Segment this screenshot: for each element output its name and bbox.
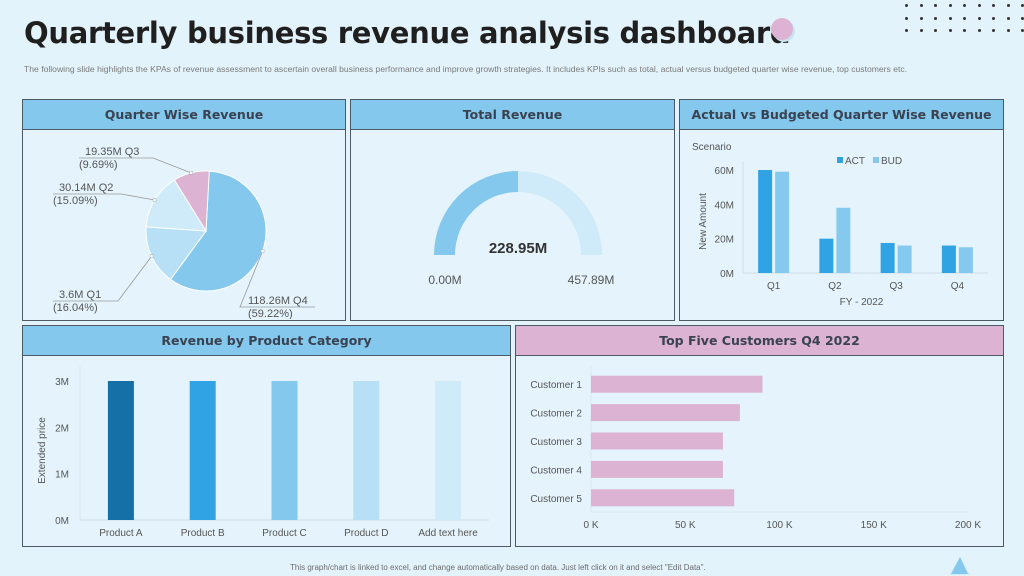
panel-title: Total Revenue <box>351 100 674 130</box>
pie-value-label: 30.14M Q2 <box>59 182 113 194</box>
gauge-fill <box>434 171 519 255</box>
gauge-min-label: 0.00M <box>428 273 461 287</box>
x-tick-label: 100 K <box>766 520 792 531</box>
bar-product-d <box>353 381 380 520</box>
leader-marker <box>149 254 154 259</box>
pie-value-label: 118.26M Q4 <box>248 295 308 307</box>
y-tick-label: Customer 5 <box>530 494 582 505</box>
x-tick-label: Add text here <box>418 528 478 539</box>
leader-marker <box>152 198 157 202</box>
page-title: Quarterly business revenue analysis dash… <box>24 16 791 50</box>
x-tick-label: Product D <box>344 528 388 539</box>
y-tick-label: 0M <box>55 516 69 527</box>
y-tick-label: 3M <box>55 377 69 388</box>
y-tick-label: Customer 2 <box>530 409 582 420</box>
bar-customer-5 <box>591 489 735 507</box>
y-tick-label: 1M <box>55 470 69 481</box>
pie-chart[interactable]: 118.26M Q4(59.22%) 3.6M Q1(16.04%) 30.14M … <box>23 130 344 319</box>
gauge-track <box>518 171 602 255</box>
bar-bud-q1 <box>775 171 790 273</box>
actual-vs-budget-chart[interactable]: Scenario ACT BUD 0M 20M 40M 60M New Amount Q1 Q2 Q… <box>680 130 1002 319</box>
legend-label-act: ACT <box>845 156 865 167</box>
panel-title: Quarter Wise Revenue <box>23 100 345 130</box>
gauge-value-label: 228.95M <box>489 240 547 257</box>
x-tick-label: 200 K <box>955 520 981 531</box>
pie-percent-label: (59.22%) <box>248 308 293 319</box>
bar-customer-2 <box>591 404 740 422</box>
panel-title: Actual vs Budgeted Quarter Wise Revenue <box>680 100 1003 130</box>
blue-triangle-icon <box>950 557 970 575</box>
pie-value-label: 3.6M Q1 <box>59 289 101 301</box>
leader-marker <box>260 249 265 253</box>
x-tick-label: 0 K <box>583 520 598 531</box>
y-axis-label: Extended price <box>37 417 48 484</box>
y-axis-label: New Amount <box>698 193 709 250</box>
bar-act-q3 <box>880 242 895 273</box>
x-tick-label: Q1 <box>767 281 781 292</box>
x-tick-label: Product C <box>262 528 306 539</box>
bar-product-b <box>189 381 216 520</box>
gauge-chart[interactable]: 228.95M 0.00M 457.89M <box>351 130 673 319</box>
panel-title: Revenue by Product Category <box>23 326 510 356</box>
panel-quarter-wise-revenue: Quarter Wise Revenue 118.26M Q4 (59.22%) 3… <box>22 99 346 321</box>
pink-circle-icon <box>771 18 793 40</box>
bar-customer-1 <box>591 375 763 393</box>
leader-marker <box>189 171 193 175</box>
panel-top-customers: Top Five Customers Q4 2022 Customer 1 Cus… <box>515 325 1004 547</box>
leader-line <box>53 256 152 302</box>
bar-act-q4 <box>941 245 956 273</box>
y-tick-label: 0M <box>720 269 734 280</box>
x-tick-label: 150 K <box>861 520 887 531</box>
bar-product-c <box>271 381 298 520</box>
y-tick-label: 2M <box>55 423 69 434</box>
y-tick-label: Customer 3 <box>530 437 582 448</box>
y-tick-label: 20M <box>715 235 734 246</box>
panel-title: Top Five Customers Q4 2022 <box>516 326 1003 356</box>
x-tick-label: Product A <box>99 528 143 539</box>
footer-note: This graph/chart is linked to excel, and… <box>290 563 706 572</box>
panel-actual-vs-budget: Actual vs Budgeted Quarter Wise Revenue … <box>679 99 1004 321</box>
x-tick-label: Q3 <box>889 281 903 292</box>
dot-grid-icon <box>905 4 1024 34</box>
bar-bud-q2 <box>836 207 851 273</box>
bar-act-q1 <box>758 170 773 273</box>
pie-value-label: 19.35M Q3 <box>85 146 139 158</box>
bar-add-text-here <box>435 381 462 520</box>
panel-total-revenue: Total Revenue 228.95M 0.00M 457.89M <box>350 99 675 321</box>
bar-bud-q4 <box>958 247 973 273</box>
legend-swatch-bud <box>873 157 879 163</box>
y-tick-label: 60M <box>715 166 734 177</box>
bar-customer-4 <box>591 460 723 478</box>
y-tick-label: Customer 4 <box>530 465 582 476</box>
gauge-max-label: 457.89M <box>568 273 615 287</box>
y-tick-label: 40M <box>715 200 734 211</box>
pie-percent-label: (15.09%) <box>53 195 98 207</box>
legend-swatch-act <box>837 157 843 163</box>
legend-title: Scenario <box>692 142 732 153</box>
x-tick-label: Q4 <box>951 281 965 292</box>
x-tick-label: Q2 <box>828 281 842 292</box>
bar-product-a <box>107 381 134 520</box>
top-customers-chart[interactable]: Customer 1 Customer 2 Customer 3 Customer 4… <box>516 356 1002 545</box>
x-axis-label: FY - 2022 <box>840 297 884 308</box>
leader-line <box>53 193 155 201</box>
x-tick-label: Product B <box>181 528 225 539</box>
pie-percent-label: (16.04%) <box>53 302 98 314</box>
bar-bud-q3 <box>897 245 912 273</box>
panel-product-category: Revenue by Product Category 0M 1M 2M 3M Exte… <box>22 325 511 547</box>
page-subtitle: The following slide highlights the KPAs … <box>24 64 908 74</box>
x-tick-label: 50 K <box>675 520 696 531</box>
leader-line <box>239 250 315 308</box>
y-tick-label: Customer 1 <box>530 380 582 391</box>
bar-act-q2 <box>819 238 834 273</box>
product-category-chart[interactable]: 0M 1M 2M 3M Extended price Product A Product B… <box>23 356 509 545</box>
bar-customer-3 <box>591 432 723 450</box>
legend-label-bud: BUD <box>881 156 902 167</box>
leader-line <box>79 157 192 174</box>
pie-percent-label: (9.69%) <box>79 159 118 171</box>
